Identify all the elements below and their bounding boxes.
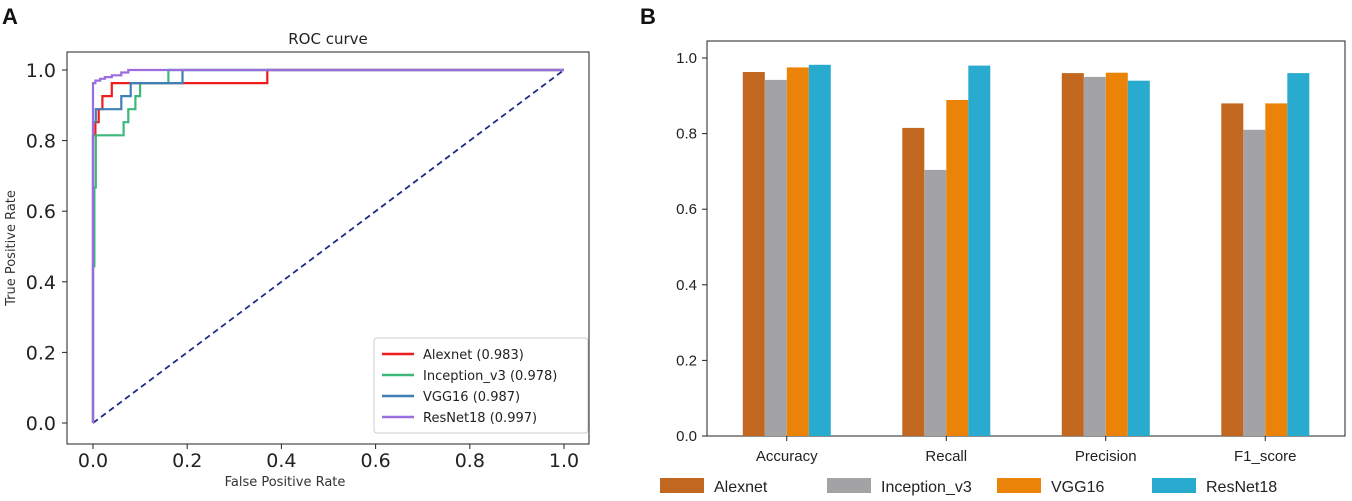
bar-category-label: F1_score (1234, 448, 1297, 465)
roc-legend-entry: Alexnet (0.983) (423, 348, 524, 363)
bar-ytick-label: 0.2 (676, 352, 697, 369)
bar-alexnet-f1-score (1221, 103, 1244, 437)
bar-legend-swatch (1152, 478, 1196, 493)
roc-ticks-group: 0.0 0.2 0.4 0.6 0.8 1.0 0.0 0.2 0.4 0.6 0.8 1.0 (26, 60, 579, 472)
roc-ytick-label: 0.6 (26, 201, 56, 223)
roc-chart: ROC curve 0.0 0.2 0.4 0.6 0.8 1.0 0.0 0.2 0.4 0.6… (4, 30, 590, 490)
bar-ytick-label: 0.4 (676, 277, 697, 294)
roc-ytick-label: 1.0 (26, 60, 56, 82)
roc-ytick-label: 0.0 (26, 413, 56, 435)
roc-legend-entry: VGG16 (0.987) (423, 390, 520, 405)
bar-legend-entry: ResNet18 (1206, 479, 1277, 496)
roc-xtick-label: 0.0 (78, 450, 108, 472)
bar-ytick-label: 0.0 (676, 428, 697, 445)
bar-vgg16-f1-score (1265, 103, 1288, 437)
roc-ylabel: True Positive Rate (4, 190, 19, 307)
bar-alexnet-accuracy (742, 72, 765, 436)
bar-category-label: Precision (1075, 448, 1137, 465)
roc-legend-entry: Inception_v3 (0.978) (423, 369, 557, 384)
bar-legend: Alexnet Inception_v3 VGG16 ResNet18 (660, 478, 1277, 496)
panel-b-label: B (640, 4, 656, 29)
bar-resnet18-f1-score (1287, 73, 1310, 436)
bar-resnet18-recall (968, 65, 991, 436)
bar-inception-v3-precision (1083, 76, 1106, 437)
roc-xtick-label: 0.2 (172, 450, 202, 472)
roc-title: ROC curve (288, 30, 368, 48)
roc-xtick-label: 0.6 (360, 450, 390, 472)
roc-legend: Alexnet (0.983) Inception_v3 (0.978) VGG16… (373, 337, 589, 434)
roc-legend-entry: ResNet18 (0.997) (423, 411, 537, 426)
bar-ytick-label: 0.6 (676, 201, 697, 218)
bar-alexnet-recall (902, 127, 925, 437)
roc-xtick-label: 0.4 (266, 450, 296, 472)
bar-resnet18-accuracy (808, 64, 831, 437)
bar-resnet18-precision (1127, 80, 1150, 436)
roc-ytick-label: 0.8 (26, 131, 56, 153)
roc-legend-box (373, 337, 589, 434)
roc-ytick-label: 0.4 (26, 272, 56, 294)
bar-vgg16-recall (946, 100, 969, 436)
bar-vgg16-precision (1105, 72, 1128, 436)
bar-category-label: Accuracy (756, 448, 818, 465)
roc-line-resnet18 (91, 68, 564, 423)
roc-line-vgg16 (91, 68, 564, 423)
roc-plot-frame (66, 51, 590, 445)
roc-series-group (91, 68, 565, 424)
roc-line-chance (92, 69, 565, 424)
bar-marks-group (742, 64, 1310, 437)
roc-xtick-label: 0.8 (455, 450, 485, 472)
bar-legend-swatch (827, 478, 871, 493)
bar-alexnet-precision (1061, 73, 1084, 436)
roc-xlabel: False Positive Rate (225, 475, 346, 490)
bar-legend-swatch (997, 478, 1041, 493)
bar-plot-frame (706, 40, 1346, 437)
bar-legend-swatch (660, 478, 704, 493)
roc-xtick-label: 1.0 (549, 450, 579, 472)
bar-vgg16-accuracy (786, 67, 809, 437)
bar-category-label: Recall (925, 448, 967, 465)
roc-ytick-label: 0.2 (26, 342, 56, 364)
bar-legend-entry: Inception_v3 (881, 479, 972, 496)
bar-inception-v3-f1-score (1243, 129, 1266, 437)
bar-ytick-label: 0.8 (676, 126, 697, 143)
bar-ticks-group: Accuracy Recall Precision F1_score 0.0 0.2 0.4… (676, 50, 1296, 465)
bar-legend-entry: Alexnet (714, 479, 768, 496)
roc-line-alexnet (91, 68, 564, 423)
panel-a-label: A (2, 4, 18, 29)
bar-legend-entry: VGG16 (1051, 479, 1104, 496)
bar-inception-v3-accuracy (764, 79, 787, 437)
bar-ytick-label: 1.0 (676, 50, 697, 67)
metrics-bar-chart: Accuracy Recall Precision F1_score 0.0 0.2 0.4… (660, 40, 1346, 496)
bar-inception-v3-recall (924, 169, 947, 436)
